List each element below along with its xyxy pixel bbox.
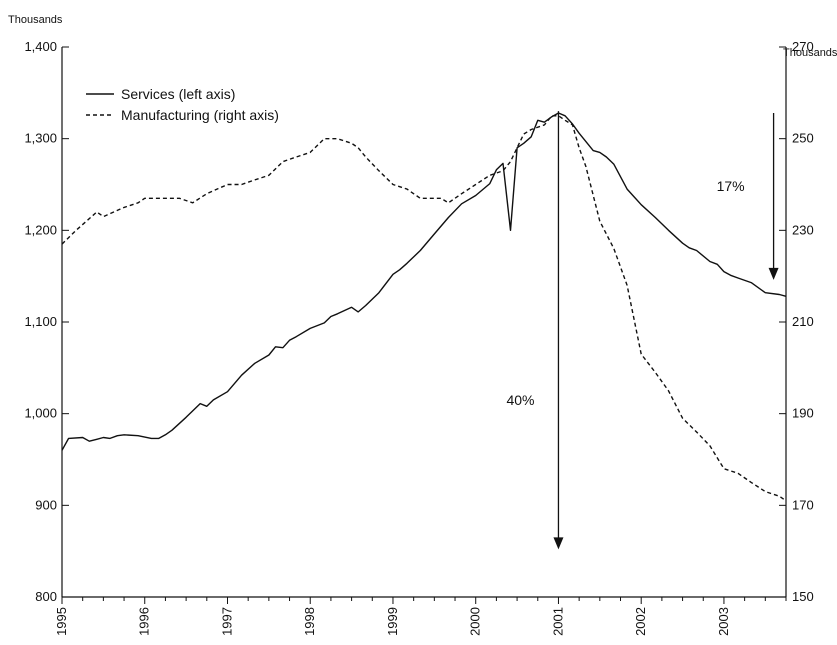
- legend: Services (left axis) Manufacturing (righ…: [86, 86, 279, 123]
- annotation-label: 17%: [717, 178, 745, 194]
- axes: [61, 47, 787, 598]
- annotation-arrow-head: [553, 537, 564, 550]
- legend-label-services: Services (left axis): [121, 86, 235, 102]
- left-tick-label: 1,300: [24, 131, 57, 146]
- right-tick-label: 250: [792, 131, 814, 146]
- right-tick-label: 210: [792, 314, 814, 329]
- x-tick-label: 1997: [219, 607, 234, 636]
- right-tick-label: 270: [792, 39, 814, 54]
- series-layer: [61, 112, 787, 502]
- left-tick-label: 800: [35, 589, 57, 604]
- x-tick-label: 1999: [385, 607, 400, 636]
- manufacturing-line: [61, 115, 787, 502]
- x-tick-label: 2003: [716, 607, 731, 636]
- left-tick-label: 1,000: [24, 406, 57, 421]
- left-y-axis: 800 900 1,000 1,100 1,200 1,300 1,400: [24, 39, 69, 604]
- right-y-axis: 150 170 190 210 230 250 270: [779, 39, 814, 604]
- x-tick-label: 2001: [550, 607, 565, 636]
- services-line: [61, 112, 787, 451]
- right-tick-label: 150: [792, 589, 814, 604]
- x-tick-label: 1995: [54, 607, 69, 636]
- left-tick-label: 1,100: [24, 314, 57, 329]
- x-tick-label: 1998: [302, 607, 317, 636]
- left-axis-unit: Thousands: [8, 14, 63, 26]
- right-axis-unit: Thousands: [783, 47, 837, 59]
- x-axis: 1995 1996 1997 1998 1999 2000 2001 2002 2003: [54, 597, 787, 636]
- right-tick-label: 170: [792, 497, 814, 512]
- left-tick-label: 900: [35, 497, 57, 512]
- x-tick-label: 2002: [633, 607, 648, 636]
- annotation-label: 40%: [506, 392, 534, 408]
- left-tick-label: 1,400: [24, 39, 57, 54]
- right-tick-label: 230: [792, 222, 814, 237]
- annotation-arrow-head: [768, 267, 779, 280]
- right-tick-label: 190: [792, 406, 814, 421]
- annotations: 40% 17%: [506, 111, 779, 550]
- legend-label-manufacturing: Manufacturing (right axis): [121, 107, 279, 123]
- left-tick-label: 1,200: [24, 222, 57, 237]
- x-tick-label: 1996: [137, 607, 152, 636]
- x-tick-label: 2000: [468, 607, 483, 636]
